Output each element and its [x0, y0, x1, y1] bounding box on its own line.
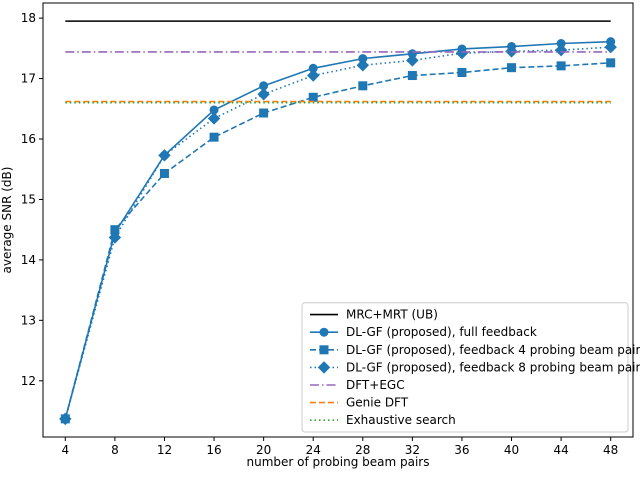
y-tick-label: 14: [21, 253, 36, 267]
series-line: [64, 62, 611, 420]
x-tick-label: 20: [256, 443, 271, 457]
marker: [59, 412, 72, 426]
legend-label: DL-GF (proposed), feedback 8 probing bea…: [346, 360, 640, 374]
marker: [317, 361, 331, 374]
x-tick-label: 12: [157, 443, 172, 457]
x-tick-label: 32: [405, 443, 420, 457]
marker: [554, 43, 568, 57]
y-tick-label: 13: [21, 313, 36, 327]
legend-label: DL-GF (proposed), full feedback: [346, 325, 537, 339]
series-line: [64, 46, 611, 420]
marker: [308, 92, 318, 102]
marker: [606, 58, 616, 68]
legend-label: DL-GF (proposed), feedback 4 probing bea…: [346, 343, 640, 357]
marker: [507, 63, 517, 73]
marker: [406, 54, 419, 67]
marker: [319, 327, 329, 337]
x-tick-label: 40: [504, 443, 519, 457]
y-tick-label: 12: [21, 374, 36, 388]
legend-label: MRC+MRT (UB): [346, 308, 438, 322]
marker: [259, 108, 269, 118]
x-tick-label: 36: [454, 443, 469, 457]
x-tick-label: 8: [111, 443, 119, 457]
marker: [358, 81, 368, 91]
marker: [159, 168, 169, 178]
y-tick-label: 15: [21, 192, 36, 206]
marker: [407, 71, 417, 81]
marker: [207, 112, 221, 125]
marker: [108, 231, 122, 244]
x-tick-label: 28: [355, 443, 370, 457]
marker: [307, 69, 320, 82]
legend-label: Genie DFT: [346, 396, 409, 410]
y-axis-label: average SNR (dB): [0, 167, 14, 274]
x-axis-label: number of probing beam pairs: [247, 455, 430, 469]
marker: [209, 132, 219, 142]
marker: [457, 68, 467, 78]
y-tick-label: 17: [21, 72, 36, 86]
x-tick-label: 4: [61, 443, 69, 457]
marker: [356, 59, 369, 72]
plot-frame: [42, 2, 634, 438]
marker: [556, 61, 566, 71]
marker: [319, 345, 329, 355]
legend: MRC+MRT (UB) DL-GF (proposed), full feedb…: [301, 302, 640, 433]
x-tick-label: 44: [553, 443, 568, 457]
x-tick-label: 24: [306, 443, 321, 457]
legend-label: Exhaustive search: [346, 413, 456, 427]
y-tick-label: 18: [21, 11, 36, 25]
x-tick-label: 16: [206, 443, 221, 457]
series-line: [64, 40, 611, 420]
legend-label: DFT+EGC: [346, 378, 405, 392]
x-tick-label: 48: [603, 443, 618, 457]
marker: [257, 88, 270, 101]
y-tick-label: 16: [21, 132, 36, 146]
marker: [158, 149, 171, 162]
legend-box: [301, 302, 629, 433]
